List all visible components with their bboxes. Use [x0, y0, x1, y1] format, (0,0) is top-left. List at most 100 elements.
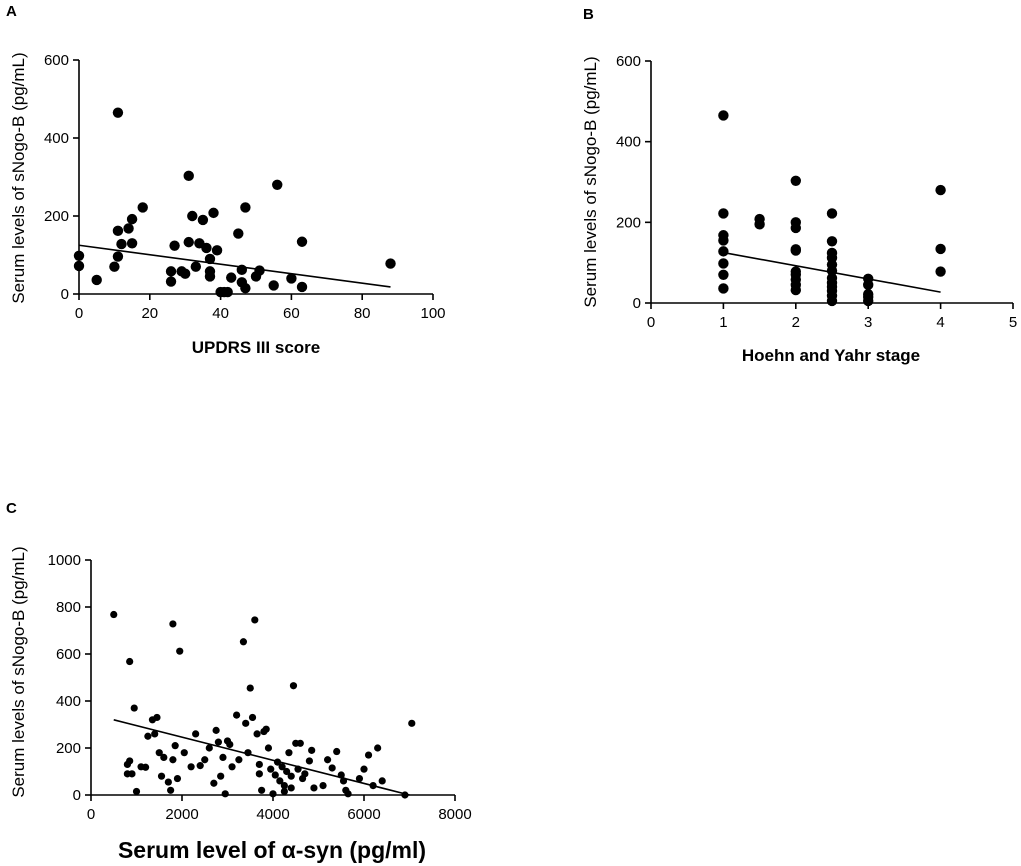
data-point-b: [790, 222, 801, 234]
data-point-c: [285, 749, 293, 757]
data-point-c: [210, 779, 218, 787]
data-point-a: [169, 240, 180, 251]
data-point-c: [126, 757, 134, 765]
data-point-a: [112, 225, 124, 237]
data-point-a: [187, 210, 198, 222]
panel-label-a: A: [6, 3, 17, 20]
data-point-c: [110, 610, 118, 619]
data-point-c: [155, 749, 163, 757]
data-point-a: [190, 261, 202, 272]
data-point-c: [164, 778, 172, 786]
y-tick-label-a: 0: [61, 286, 69, 303]
data-point-c: [248, 713, 257, 722]
data-point-c: [408, 719, 416, 727]
data-point-c: [253, 730, 261, 738]
data-point-c: [301, 770, 309, 778]
data-point-b: [718, 235, 729, 246]
data-point-a: [268, 280, 279, 291]
data-point-c: [235, 756, 243, 764]
panel-a-scatter: A Serum levels of sNogo-B (pg/mL) UPDRS …: [6, 3, 446, 357]
x-tick-label-a: 20: [141, 305, 158, 322]
axis-ticks-a: 0 20 40 60 80 100 0 200 400 600: [44, 52, 446, 322]
data-point-c: [153, 713, 161, 722]
data-point-c: [360, 765, 368, 773]
data-point-c: [221, 790, 229, 798]
data-point-c: [157, 772, 166, 780]
data-point-a: [240, 202, 251, 213]
y-tick-label-c: 200: [56, 740, 81, 757]
data-point-a: [197, 214, 209, 226]
data-point-a: [112, 251, 124, 262]
data-point-a: [296, 236, 308, 247]
data-point-a: [109, 261, 120, 272]
data-point-c: [130, 704, 138, 712]
y-tick-label-b: 400: [616, 134, 641, 151]
data-point-c: [144, 732, 152, 740]
data-point-c: [205, 744, 213, 752]
x-tick-label-c: 0: [87, 806, 95, 823]
data-point-c: [258, 786, 266, 794]
x-tick-label-b: 5: [1009, 314, 1017, 331]
data-point-c: [280, 782, 288, 790]
data-point-b: [754, 219, 765, 230]
data-point-c: [271, 771, 279, 779]
y-axis-label-a: Serum levels of sNogo-B (pg/mL): [9, 52, 28, 303]
x-tick-label-b: 3: [864, 314, 872, 331]
data-point-c: [242, 719, 250, 727]
data-point-a: [385, 258, 396, 269]
data-point-c: [219, 753, 227, 762]
data-point-c: [126, 657, 134, 666]
data-point-c: [364, 751, 373, 759]
y-tick-label-b: 200: [616, 214, 641, 231]
data-point-b: [935, 184, 946, 196]
data-point-c: [276, 777, 284, 785]
axis-ticks-b: 0 1 2 3 4 5 0 200 400 600: [616, 53, 1017, 331]
data-point-c: [233, 711, 241, 719]
x-tick-label-a: 0: [75, 305, 83, 322]
data-point-c: [171, 742, 179, 750]
data-point-a: [183, 236, 194, 248]
data-point-c: [305, 757, 313, 765]
x-tick-label-c: 6000: [347, 806, 380, 823]
data-point-c: [201, 756, 209, 764]
data-point-c: [180, 749, 188, 757]
x-tick-label-c: 2000: [165, 806, 198, 823]
data-point-a: [126, 238, 138, 249]
data-point-b: [826, 295, 838, 307]
data-point-a: [73, 250, 85, 261]
data-point-b: [863, 295, 874, 307]
data-point-c: [287, 784, 295, 792]
regression-line-c: [113, 719, 410, 796]
y-tick-label-a: 600: [44, 52, 69, 69]
data-point-a: [226, 272, 237, 283]
data-point-a: [204, 253, 216, 265]
panel-c-scatter: C Serum levels of sNogo-B (pg/mL) Serum …: [6, 500, 472, 863]
data-point-c: [151, 730, 159, 738]
x-tick-label-a: 40: [212, 305, 229, 322]
data-point-c: [176, 647, 184, 655]
data-point-a: [126, 213, 138, 225]
panel-label-c: C: [6, 500, 17, 517]
data-points-c: [110, 610, 416, 799]
axis-ticks-c: 0 2000 4000 6000 8000 0 200 400 600 800 1000: [48, 552, 472, 823]
data-point-c: [333, 747, 341, 756]
data-point-c: [264, 744, 273, 752]
data-point-c: [160, 753, 168, 762]
y-tick-label-c: 400: [56, 693, 81, 710]
data-point-a: [296, 281, 308, 293]
data-point-c: [192, 730, 200, 738]
data-point-b: [826, 208, 838, 219]
data-point-a: [112, 107, 124, 118]
data-point-b: [826, 236, 838, 247]
x-tick-label-a: 100: [420, 305, 445, 322]
data-point-c: [287, 772, 295, 780]
data-point-c: [251, 616, 259, 624]
data-point-a: [286, 273, 297, 284]
data-point-c: [187, 763, 195, 771]
data-point-b: [718, 269, 729, 280]
data-point-a: [201, 242, 212, 254]
x-axis-label-c: Serum level of α-syn (pg/ml): [118, 837, 426, 863]
data-point-c: [142, 763, 150, 771]
data-point-c: [228, 763, 236, 771]
data-point-b: [790, 245, 801, 256]
